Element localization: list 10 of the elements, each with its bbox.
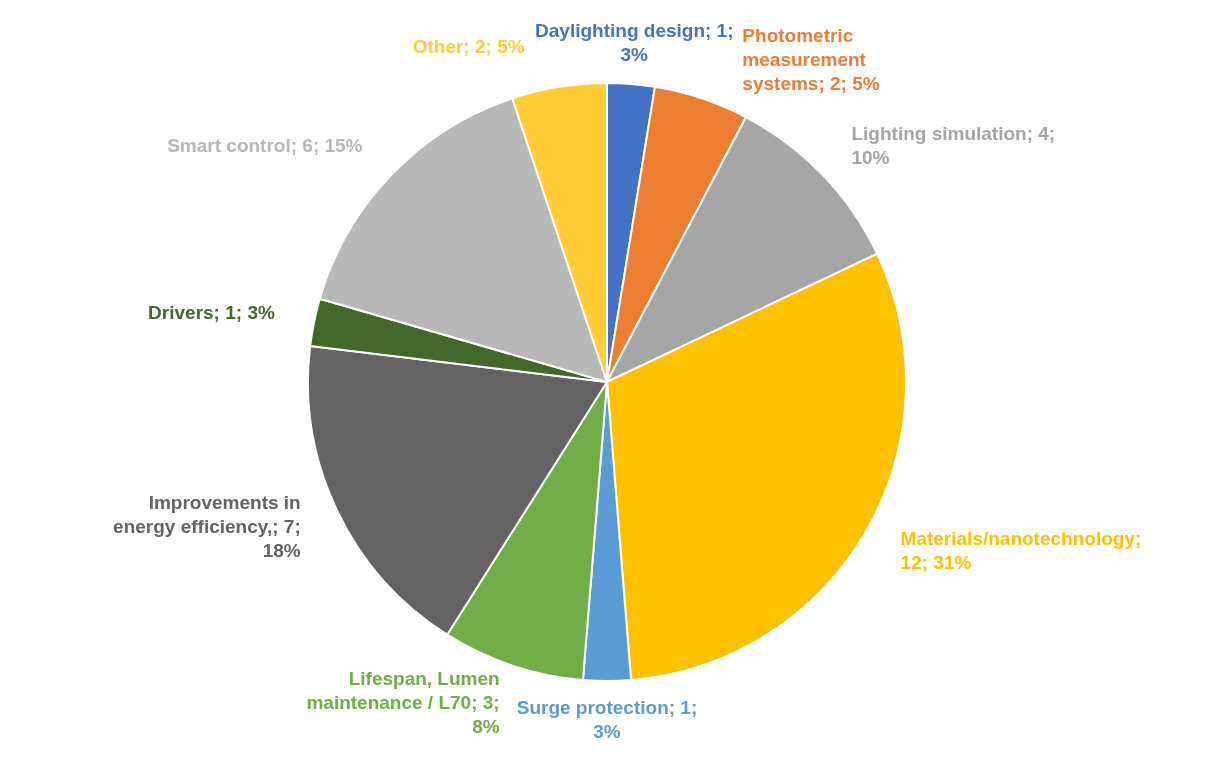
slice-label: Photometric measurement systems; 2; 5% bbox=[742, 24, 880, 94]
slice-label: Improvements in energy efficiency,; 7; 18% bbox=[113, 491, 301, 561]
slice-label: Lighting simulation; 4; 10% bbox=[851, 123, 1056, 169]
slice-label: Materials/nanotechnology; 12; 31% bbox=[900, 527, 1142, 573]
slice-label: Smart control; 6; 15% bbox=[167, 135, 363, 157]
slice-label: Daylighting design; 1; 3% bbox=[535, 20, 734, 66]
slice-label: Drivers; 1; 3% bbox=[148, 302, 275, 324]
slice-label: Surge protection; 1; 3% bbox=[516, 697, 698, 743]
slice-label: Lifespan, Lumen maintenance / L70; 3; 8% bbox=[306, 667, 500, 737]
slice-label: Other; 2; 5% bbox=[412, 35, 525, 57]
